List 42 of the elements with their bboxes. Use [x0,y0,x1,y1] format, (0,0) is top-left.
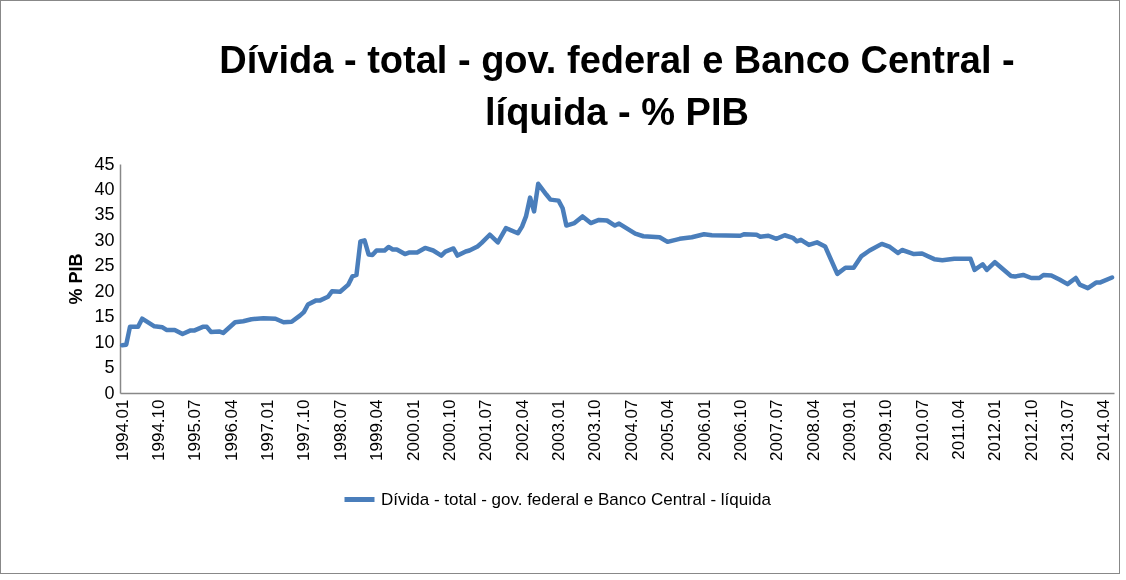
x-tick-label: 2000.01 [403,399,423,461]
x-tick-label: 2007.07 [767,399,787,461]
x-tick-label: 2006.10 [730,399,750,461]
y-tick-label: 40 [94,178,115,199]
x-tick-label: 1994.10 [148,399,168,461]
x-tick-label: 2010.07 [912,399,932,461]
x-tick-label: 2002.04 [512,399,532,461]
x-tick-label: 1996.04 [221,399,241,461]
x-tick-label: 2008.04 [803,399,823,461]
x-tick-label: 2004.07 [621,399,641,461]
y-tick-label: 20 [94,280,115,301]
x-tick-label: 2006.01 [694,399,714,461]
y-tick-label: 15 [94,306,115,327]
y-tick-label: 5 [104,357,115,378]
x-tick-label: 2005.04 [658,399,678,461]
legend-label: Dívida - total - gov. federal e Banco Central - líquida [381,489,772,509]
x-tick-label: 1997.01 [258,399,278,461]
y-tick-label: 35 [94,204,115,225]
y-tick-label: 30 [94,229,115,250]
x-tick-label: 2003.01 [549,399,569,461]
x-tick-label: 2012.10 [1021,399,1041,461]
y-axis-title: % PIB [66,253,87,305]
x-tick-label: 1994.01 [112,399,132,461]
x-tick-label: 2003.10 [585,399,605,461]
chart-title: Dívida - total - gov. federal e Banco Central - líquida - % PIB [219,39,1015,133]
x-tick-label: 2000.10 [439,399,459,461]
line-series [119,181,1115,348]
x-tick-label: 1995.07 [185,399,205,461]
y-tick-label: 45 [94,153,115,174]
x-tick-label: 2001.07 [476,399,496,461]
x-tick-label: 2011.04 [948,399,968,460]
x-tick-label: 1998.07 [330,399,350,461]
x-tick-label: 2009.10 [876,399,896,461]
x-tick-label: 2013.07 [1058,399,1078,461]
x-tick-label: 1999.04 [367,399,386,461]
y-tick-label: 10 [94,331,115,352]
x-tick-label: 2014.04 [1094,399,1114,461]
y-tick-label: 0 [104,382,115,403]
y-tick-label: 25 [94,255,115,276]
x-tick-label: 2012.01 [985,399,1005,461]
x-tick-label: 2009.01 [840,399,860,461]
x-tick-label: 1997.10 [294,399,314,461]
